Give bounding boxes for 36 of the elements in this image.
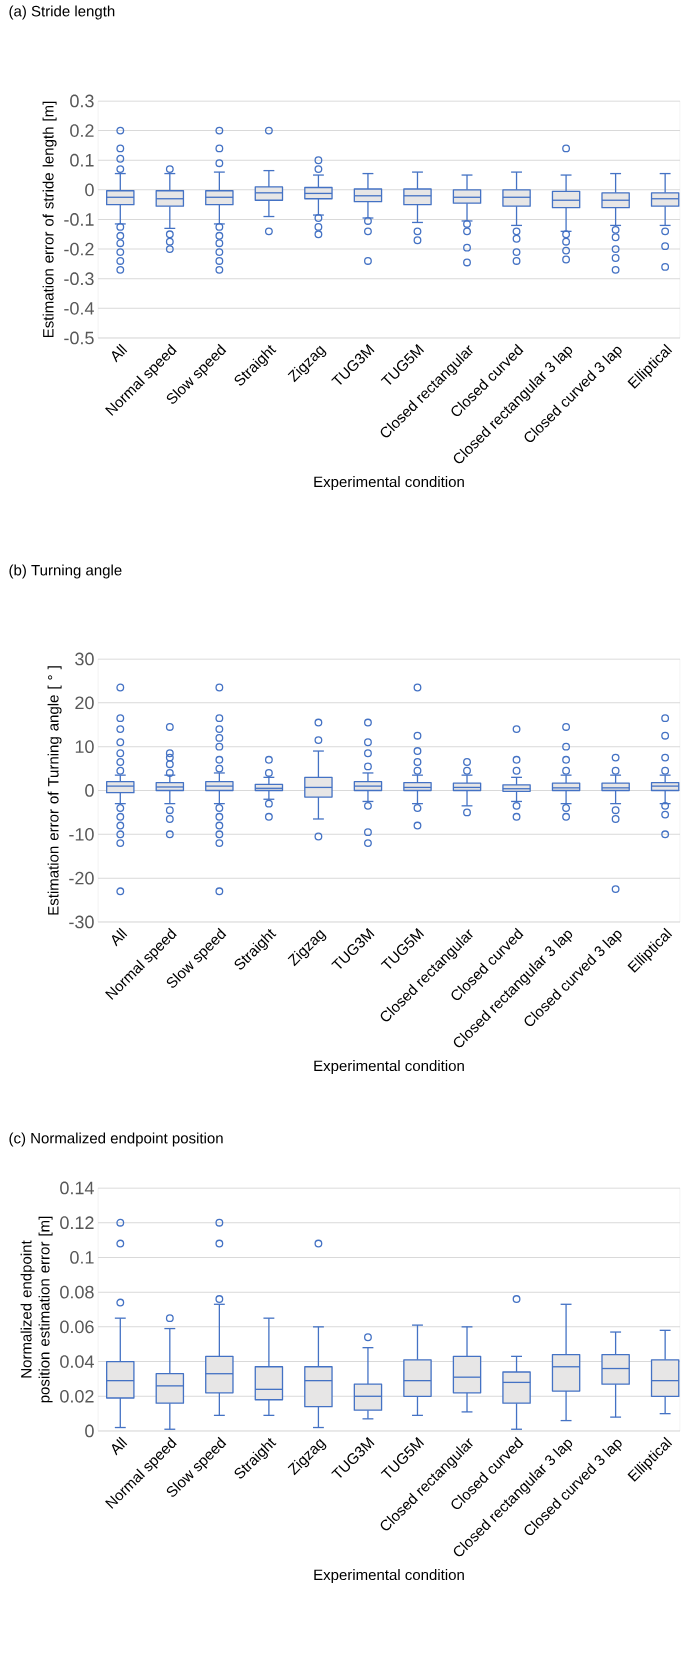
y-tick-label: -30 [69, 915, 95, 929]
y-tick-label: -0.3 [64, 272, 94, 286]
chart-title: (c) Normalized endpoint position [9, 1132, 223, 1147]
y-axis-title: Estimation error of Turning angle [ ° ] [47, 666, 62, 915]
y-tick-label: -20 [69, 871, 95, 885]
x-axis-title: Experimental condition [314, 1060, 465, 1075]
y-tick-label: 0.06 [60, 1320, 94, 1334]
y-tick-label: 0 [85, 1424, 95, 1438]
y-axis-title: Estimation error of stride length [m] [42, 101, 57, 338]
x-tick-label: All [112, 343, 128, 363]
chart-title: (a) Stride length [9, 5, 115, 20]
y-tick-label: 30 [75, 652, 95, 666]
chart-title: (b) Turning angle [9, 564, 122, 579]
y-tick-label: 0.12 [60, 1216, 94, 1230]
x-tick-label: All [112, 927, 128, 947]
x-axis-title: Experimental condition [314, 476, 465, 491]
y-tick-label: 0.1 [70, 153, 94, 167]
y-tick-label: 0.04 [60, 1355, 95, 1368]
y-tick-label: -0.5 [64, 331, 94, 345]
x-tick-label: All [112, 1436, 128, 1456]
y-tick-label: -0.1 [64, 213, 94, 226]
y-tick-label: 0.08 [60, 1285, 94, 1299]
y-tick-label: 20 [75, 696, 95, 710]
y-tick-label: -0.2 [64, 242, 94, 256]
y-tick-label: 0.2 [70, 124, 94, 137]
y-tick-label: 0 [85, 183, 95, 197]
y-tick-label: -10 [69, 827, 95, 841]
y-tick-label: 0.02 [60, 1389, 94, 1403]
y-tick-label: 0.1 [70, 1251, 94, 1264]
y-axis-title: Normalized endpoint position estimation error [m] [20, 1216, 53, 1403]
y-tick-label: 0.14 [60, 1181, 95, 1195]
y-tick-label: 0 [85, 784, 95, 797]
y-tick-label: -0.4 [64, 301, 95, 315]
y-tick-label: 0.3 [70, 94, 94, 108]
x-axis-title: Experimental condition [314, 1569, 465, 1584]
y-tick-label: 10 [76, 740, 95, 754]
